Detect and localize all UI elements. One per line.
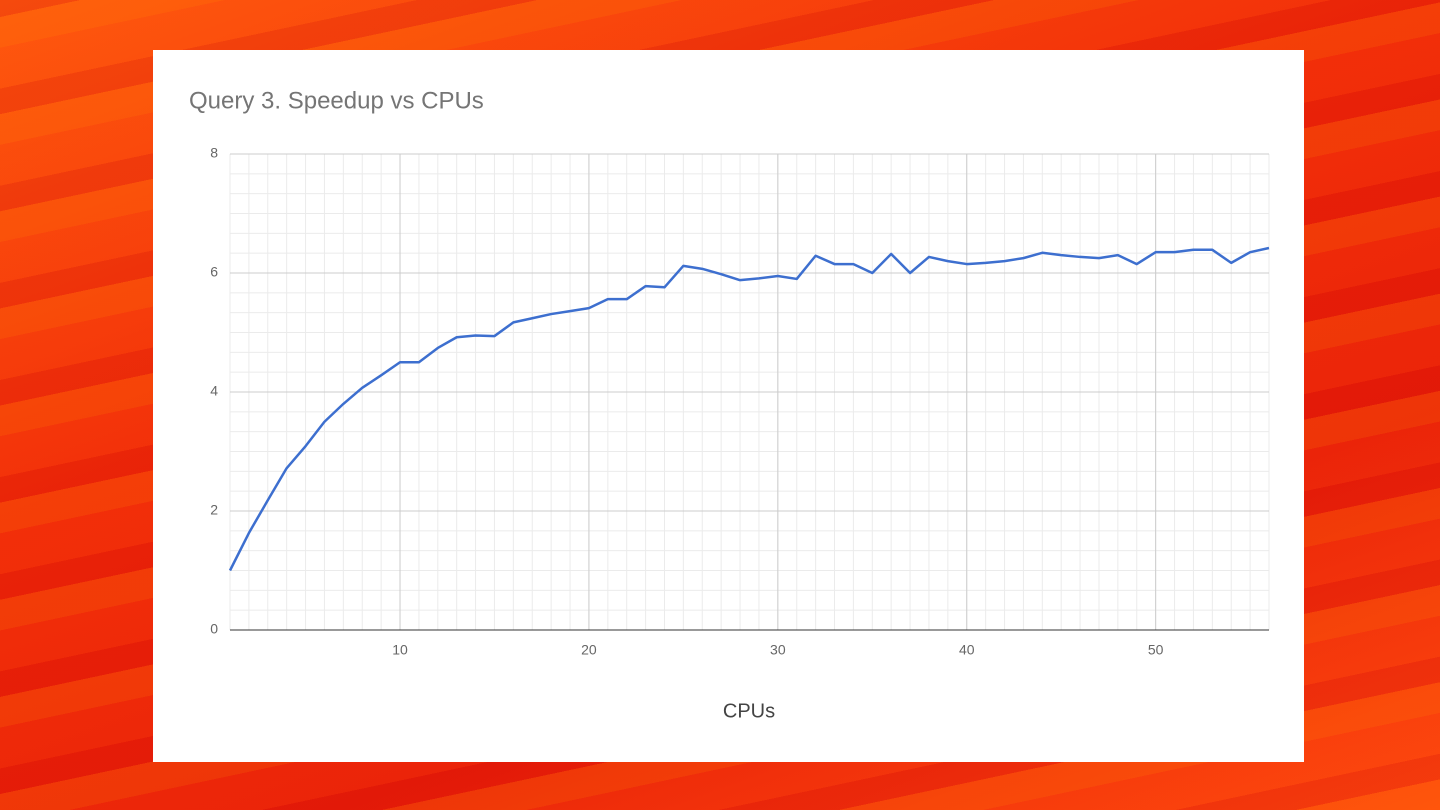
y-tick-label: 0 bbox=[210, 621, 218, 637]
x-tick-label: 30 bbox=[770, 642, 786, 658]
x-axis-label: CPUs bbox=[723, 700, 775, 722]
chart-title: Query 3. Speedup vs CPUs bbox=[189, 87, 484, 114]
data-line bbox=[228, 246, 1270, 572]
x-tick-label: 10 bbox=[392, 642, 408, 658]
chart-card bbox=[153, 50, 1304, 762]
y-tick-label: 2 bbox=[210, 502, 218, 518]
x-tick-label: 20 bbox=[581, 642, 597, 658]
x-tick-label: 40 bbox=[959, 642, 975, 658]
y-tick-label: 6 bbox=[210, 264, 218, 280]
y-tick-label: 8 bbox=[210, 145, 218, 161]
x-tick-label: 50 bbox=[1148, 642, 1164, 658]
y-tick-label: 4 bbox=[210, 383, 218, 399]
